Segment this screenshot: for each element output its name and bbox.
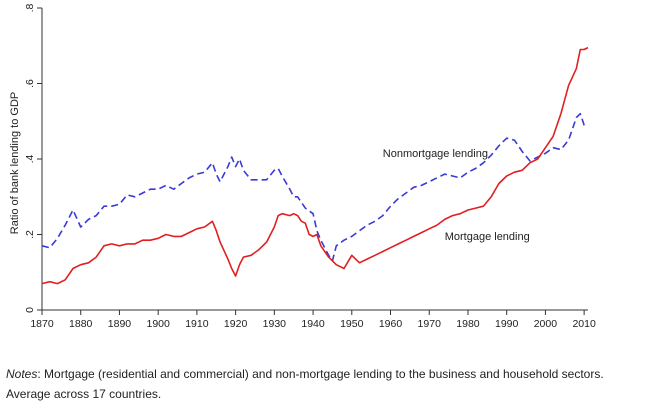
y-tick-label: .2 [24, 230, 36, 239]
x-tick-label: 1880 [69, 318, 93, 330]
x-tick-label: 1940 [301, 318, 325, 330]
y-tick-label: .4 [24, 154, 36, 163]
y-tick-label: .6 [24, 79, 36, 88]
x-tick-label: 1990 [495, 318, 519, 330]
axes: 0 .2 .4 .6 .8 1870 1880 1890 1900 1910 1920 1930 194… [9, 3, 596, 330]
x-tick-label: 1950 [340, 318, 364, 330]
annotations: Nonmortgage lending Mortgage lending [383, 148, 530, 243]
x-tick-label: 1970 [418, 318, 442, 330]
x-tick-label: 1910 [185, 318, 209, 330]
nonmortgage-lending-line [41, 112, 589, 262]
x-tick-label: 2000 [534, 318, 558, 330]
line-chart: 0 .2 .4 .6 .8 1870 1880 1890 1900 1910 1920 1930 194… [9, 3, 596, 330]
notes-text: : Mortgage (residential and commercial) … [37, 367, 604, 381]
mortgage-lending-line [41, 46, 589, 285]
x-tick-label: 2010 [572, 318, 596, 330]
series-group [41, 46, 589, 285]
y-tick-label: .8 [24, 3, 36, 12]
series-label: Nonmortgage lending [383, 148, 488, 160]
x-tick-label: 1920 [224, 318, 248, 330]
x-tick-label: 1890 [108, 318, 132, 330]
figure-notes: Notes: Mortgage (residential and commerc… [6, 364, 660, 404]
notes-label: Notes [6, 367, 38, 381]
notes-text-2: Average across 17 countries. [6, 387, 162, 401]
x-tick-label: 1930 [263, 318, 287, 330]
x-tick-label: 1900 [146, 318, 170, 330]
x-tick-label: 1870 [30, 318, 54, 330]
series-label: Mortgage lending [445, 231, 530, 243]
x-tick-label: 1980 [456, 318, 480, 330]
y-axis-title: Ratio of bank lending to GDP [9, 92, 21, 234]
x-tick-label: 1960 [379, 318, 403, 330]
y-tick-label: 0 [24, 307, 36, 313]
